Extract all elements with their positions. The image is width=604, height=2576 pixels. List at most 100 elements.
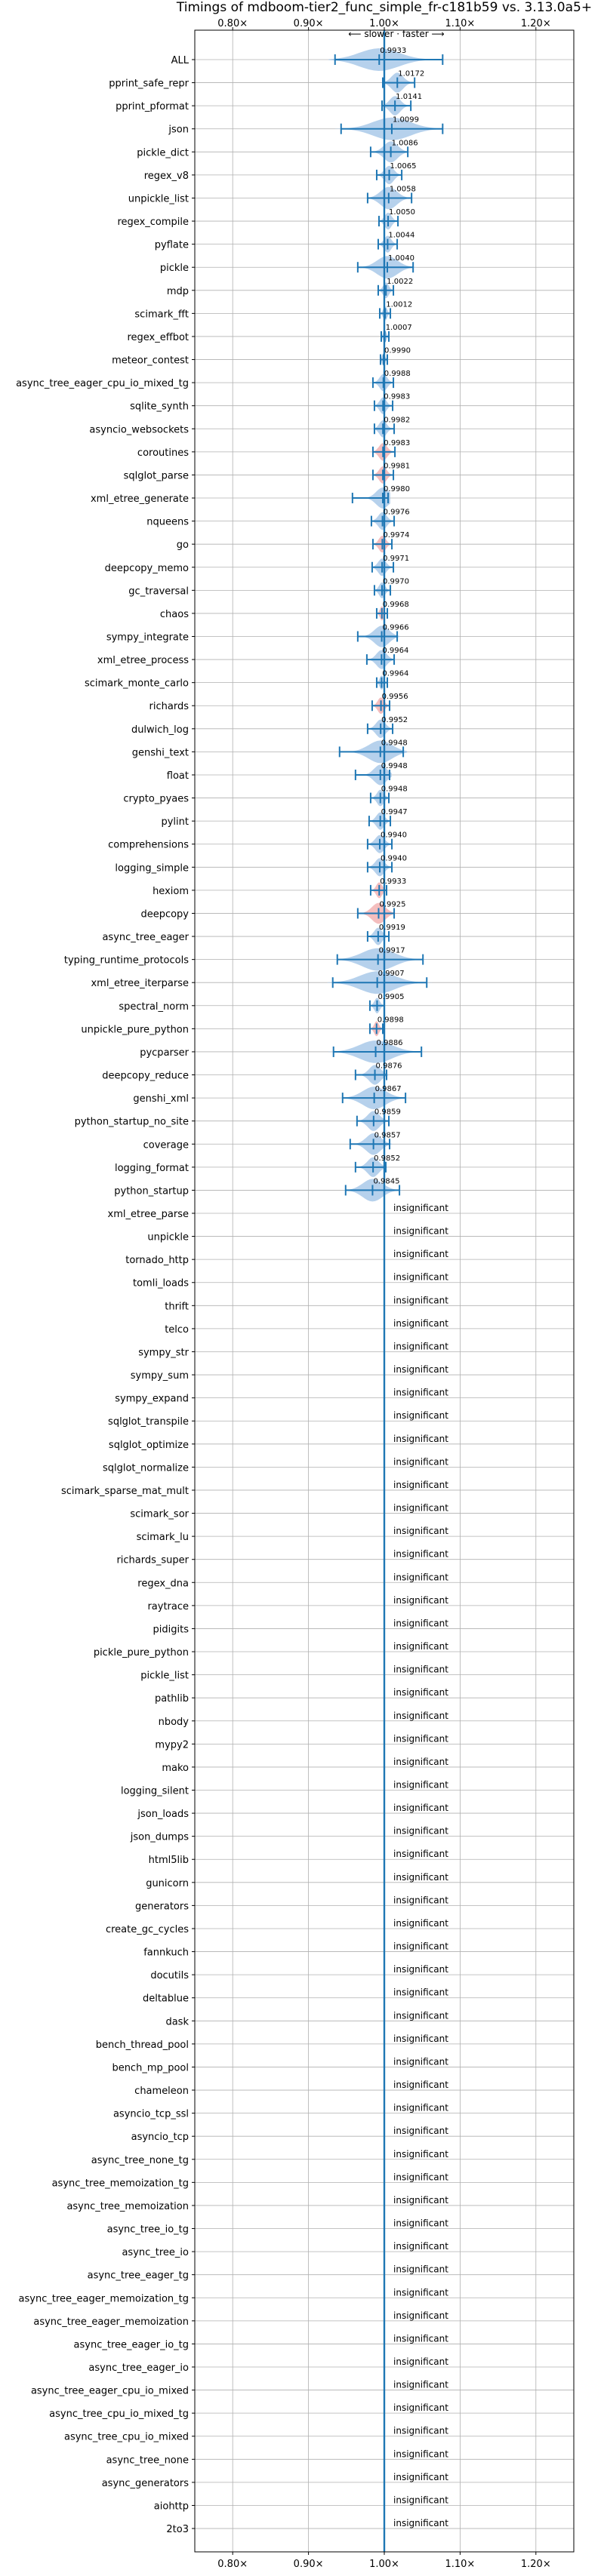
insignificant-label: insignificant bbox=[393, 2333, 448, 2344]
category-label: async_tree_memoization bbox=[66, 2201, 189, 2212]
value-label: 1.0044 bbox=[388, 232, 414, 240]
category-label: pickle bbox=[160, 263, 189, 274]
category-label: mdp bbox=[167, 286, 189, 297]
category-label: logging_silent bbox=[121, 1786, 189, 1797]
insignificant-label: insignificant bbox=[393, 2287, 448, 2298]
category-label: sqlglot_parse bbox=[124, 470, 189, 481]
category-label: richards_super bbox=[116, 1555, 189, 1566]
category-label: asyncio_websockets bbox=[89, 424, 189, 435]
category-label: coverage bbox=[143, 1139, 189, 1151]
category-label: create_gc_cycles bbox=[106, 1924, 189, 1935]
category-label: pickle_list bbox=[140, 1671, 189, 1682]
value-label: 0.9898 bbox=[378, 1016, 404, 1024]
category-label: async_tree_eager bbox=[102, 932, 189, 943]
category-label: json bbox=[168, 124, 189, 136]
value-label: 0.9852 bbox=[374, 1154, 400, 1163]
value-label: 0.9968 bbox=[383, 601, 409, 609]
category-label: dask bbox=[165, 2016, 189, 2027]
category-label: ALL bbox=[171, 55, 190, 66]
insignificant-label: insignificant bbox=[393, 2033, 448, 2044]
insignificant-label: insignificant bbox=[393, 1456, 448, 1467]
x-tick-label-bottom: 1.20× bbox=[521, 2559, 551, 2570]
category-label: pickle_dict bbox=[137, 147, 189, 158]
category-label: async_tree_none_tg bbox=[91, 2155, 189, 2166]
insignificant-label: insignificant bbox=[393, 1687, 448, 1698]
category-label: scimark_fft bbox=[134, 309, 189, 320]
insignificant-label: insignificant bbox=[393, 1480, 448, 1490]
category-label: logging_simple bbox=[115, 862, 189, 874]
category-label: logging_format bbox=[115, 1163, 189, 1174]
insignificant-label: insignificant bbox=[393, 1595, 448, 1606]
category-label: python_startup bbox=[114, 1185, 189, 1197]
value-label: 0.9886 bbox=[377, 1039, 403, 1047]
insignificant-label: insignificant bbox=[393, 2010, 448, 2021]
insignificant-label: insignificant bbox=[393, 1803, 448, 1813]
insignificant-label: insignificant bbox=[393, 1226, 448, 1237]
insignificant-label: insignificant bbox=[393, 1549, 448, 1560]
category-label: genshi_text bbox=[132, 747, 189, 758]
value-label: 0.9857 bbox=[374, 1131, 401, 1139]
value-label: 0.9964 bbox=[382, 670, 408, 678]
category-label: deepcopy bbox=[140, 908, 189, 920]
value-label: 0.9956 bbox=[382, 693, 408, 701]
category-label: genshi_xml bbox=[133, 1093, 189, 1105]
category-label: deepcopy_memo bbox=[105, 563, 189, 574]
x-tick-label-bottom: 0.90× bbox=[294, 2559, 324, 2570]
insignificant-label: insignificant bbox=[393, 1757, 448, 1767]
category-label: async_tree_eager_io bbox=[88, 2362, 189, 2374]
insignificant-label: insignificant bbox=[393, 2126, 448, 2136]
insignificant-label: insignificant bbox=[393, 1203, 448, 1213]
category-label: async_tree_eager_cpu_io_mixed bbox=[31, 2386, 189, 2397]
category-label: unpickle bbox=[147, 1232, 189, 1243]
insignificant-label: insignificant bbox=[393, 2149, 448, 2159]
category-label: bench_mp_pool bbox=[112, 2062, 189, 2073]
category-label: xml_etree_process bbox=[97, 655, 189, 666]
insignificant-label: insignificant bbox=[393, 1318, 448, 1329]
category-label: scimark_lu bbox=[137, 1532, 189, 1543]
insignificant-label: insignificant bbox=[393, 1780, 448, 1791]
category-label: gunicorn bbox=[146, 1878, 189, 1889]
value-label: 1.0086 bbox=[392, 139, 418, 147]
insignificant-label: insignificant bbox=[393, 1618, 448, 1628]
value-label: 0.9981 bbox=[384, 462, 410, 470]
category-label: async_tree_memoization_tg bbox=[52, 2178, 189, 2189]
value-label: 0.9947 bbox=[381, 808, 408, 816]
category-label: pprint_safe_repr bbox=[109, 78, 189, 90]
category-label: telco bbox=[165, 1324, 189, 1336]
category-label: mako bbox=[162, 1763, 189, 1774]
value-label: 0.9974 bbox=[383, 531, 409, 539]
category-label: aiohttp bbox=[154, 2501, 189, 2512]
category-label: fannkuch bbox=[143, 1947, 189, 1959]
value-label: 0.9971 bbox=[383, 555, 409, 563]
insignificant-label: insignificant bbox=[393, 2195, 448, 2206]
insignificant-label: insignificant bbox=[393, 2402, 448, 2413]
category-label: tornado_http bbox=[125, 1255, 189, 1266]
insignificant-label: insignificant bbox=[393, 2426, 448, 2436]
value-label: 0.9983 bbox=[384, 439, 410, 447]
category-label: pycparser bbox=[140, 1047, 189, 1059]
value-label: 0.9933 bbox=[380, 878, 406, 886]
category-label: chaos bbox=[160, 609, 189, 620]
category-label: tomli_loads bbox=[133, 1278, 189, 1290]
insignificant-label: insignificant bbox=[393, 2264, 448, 2275]
category-label: json_dumps bbox=[130, 1832, 189, 1843]
category-label: xml_etree_generate bbox=[91, 493, 189, 505]
value-label: 0.9940 bbox=[381, 854, 407, 862]
insignificant-label: insignificant bbox=[393, 2218, 448, 2229]
insignificant-label: insignificant bbox=[393, 2172, 448, 2182]
category-label: async_tree_eager_io_tg bbox=[74, 2339, 189, 2350]
insignificant-label: insignificant bbox=[393, 1434, 448, 1444]
x-tick-label-bottom: 1.10× bbox=[445, 2559, 475, 2570]
value-label: 0.9948 bbox=[381, 785, 408, 794]
value-label: 1.0022 bbox=[387, 278, 413, 286]
category-label: regex_compile bbox=[117, 217, 189, 228]
category-label: deltablue bbox=[143, 1993, 189, 2005]
insignificant-label: insignificant bbox=[393, 1872, 448, 1883]
insignificant-label: insignificant bbox=[393, 1665, 448, 1675]
value-label: 1.0141 bbox=[396, 93, 422, 101]
x-tick-label-top: 1.00× bbox=[369, 18, 399, 29]
category-label: pidigits bbox=[153, 1624, 190, 1635]
category-label: spectral_norm bbox=[119, 1001, 189, 1013]
insignificant-label: insignificant bbox=[393, 1641, 448, 1652]
value-label: 0.9976 bbox=[384, 509, 410, 517]
